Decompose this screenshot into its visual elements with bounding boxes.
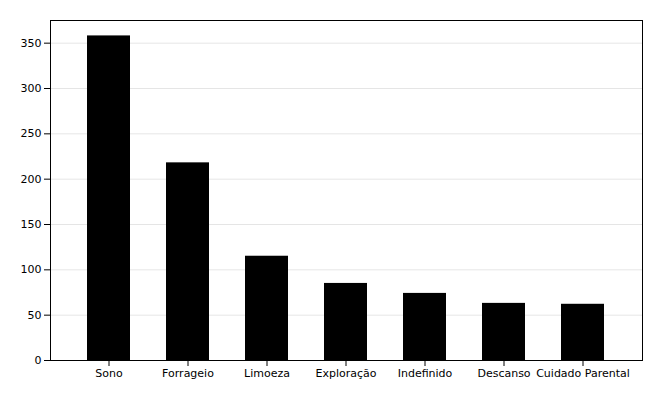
svg-text:250: 250 — [21, 127, 42, 140]
svg-text:Cuidado Parental: Cuidado Parental — [536, 367, 630, 380]
svg-text:Limoeza: Limoeza — [244, 367, 290, 380]
svg-text:0: 0 — [35, 354, 42, 367]
svg-text:Indefinido: Indefinido — [398, 367, 453, 380]
svg-text:Exploração: Exploração — [315, 367, 376, 380]
svg-text:350: 350 — [21, 37, 42, 50]
svg-text:Forrageio: Forrageio — [162, 367, 214, 380]
svg-text:50: 50 — [28, 309, 42, 322]
svg-text:Sono: Sono — [95, 367, 123, 380]
svg-text:300: 300 — [21, 82, 42, 95]
svg-text:Descanso: Descanso — [477, 367, 530, 380]
svg-text:100: 100 — [21, 263, 42, 276]
svg-text:150: 150 — [21, 218, 42, 231]
svg-text:200: 200 — [21, 173, 42, 186]
